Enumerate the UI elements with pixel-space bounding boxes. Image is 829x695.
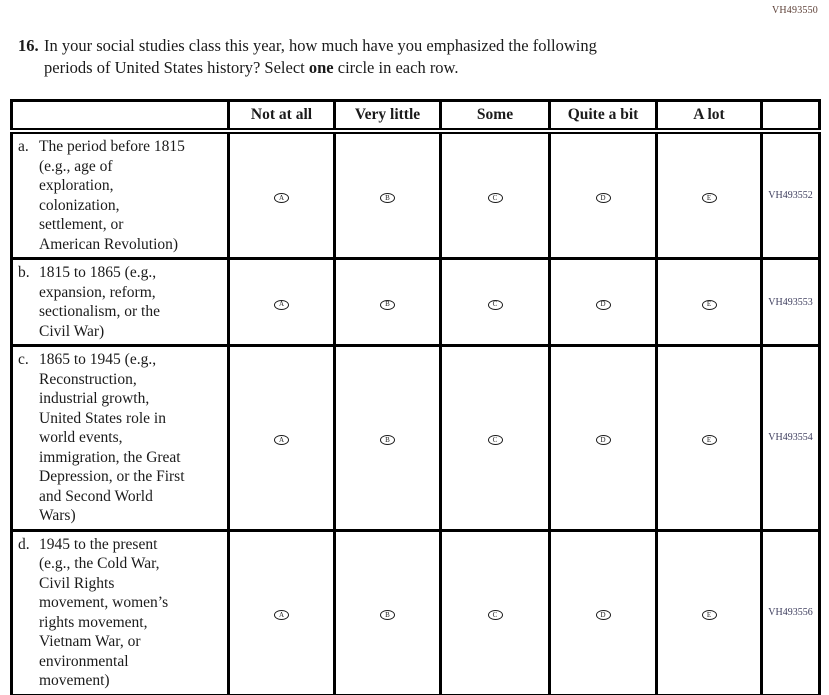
column-header-some: Some: [439, 99, 551, 134]
emphasis-one: one: [308, 58, 334, 77]
answer-bubble-e[interactable]: E: [701, 610, 717, 620]
option-cell-very-little: B: [333, 344, 442, 532]
item-code: VH493553: [760, 257, 821, 347]
answer-bubble-d[interactable]: D: [595, 193, 611, 203]
answer-bubble-c[interactable]: C: [487, 435, 503, 446]
answer-bubble-b[interactable]: B: [380, 610, 395, 620]
answer-bubble-a[interactable]: A: [274, 610, 289, 620]
answer-bubble-e[interactable]: E: [701, 299, 717, 310]
table-row-d: d. 1945 to the present (e.g., the Cold W…: [10, 528, 821, 695]
header-row: Not at all Very little Some Quite a bit …: [10, 99, 821, 134]
option-cell-quite-a-bit: D: [548, 528, 658, 695]
answer-bubble-b[interactable]: B: [380, 299, 395, 310]
item-code: VH493556: [760, 528, 821, 695]
table-row-a: a. The period before 1815 (e.g., age of …: [10, 129, 821, 260]
row-label-cell: a. The period before 1815 (e.g., age of …: [10, 129, 230, 260]
row-letter: c.: [18, 351, 29, 368]
row-letter: d.: [18, 535, 30, 553]
answer-bubble-a[interactable]: A: [274, 193, 289, 203]
option-cell-some: C: [439, 528, 551, 695]
option-cell-a-lot: E: [655, 257, 763, 347]
emphasis-matrix-table: Not at all Very little Some Quite a bit …: [10, 99, 821, 695]
answer-bubble-a[interactable]: A: [274, 435, 289, 446]
question-number: 16.: [18, 36, 39, 55]
table-row-b: b. 1815 to 1865 (e.g., expansion, reform…: [10, 257, 821, 347]
answer-bubble-c[interactable]: C: [487, 299, 503, 310]
answer-bubble-a[interactable]: A: [274, 299, 289, 310]
item-code: VH493552: [760, 129, 821, 260]
column-header-not-at-all: Not at all: [227, 99, 336, 134]
option-cell-some: C: [439, 257, 551, 347]
question-line-1: In your social studies class this year, …: [44, 36, 597, 55]
column-header-a-lot: A lot: [655, 99, 763, 134]
row-label-cell: b. 1815 to 1865 (e.g., expansion, reform…: [10, 257, 230, 347]
option-cell-not-at-all: A: [227, 528, 336, 695]
answer-bubble-c[interactable]: C: [487, 193, 503, 203]
option-cell-very-little: B: [333, 129, 442, 260]
answer-bubble-b[interactable]: B: [380, 193, 395, 203]
form-code: VH493550: [771, 5, 818, 16]
question-16: 16. In your social studies class this ye…: [18, 35, 778, 79]
answer-bubble-d[interactable]: D: [595, 299, 611, 310]
question-line-2: periods of United States history? Select…: [44, 58, 459, 77]
row-label: 1945 to the present (e.g., the Cold War,…: [39, 535, 169, 690]
option-cell-quite-a-bit: D: [548, 257, 658, 347]
table-row-c: c. 1865 to 1945 (e.g., Reconstruction, i…: [10, 344, 821, 532]
row-label: 1815 to 1865 (e.g., expansion, reform, s…: [39, 264, 160, 340]
row-letter: a.: [18, 138, 29, 155]
answer-bubble-c[interactable]: C: [487, 610, 503, 620]
option-cell-some: C: [439, 344, 551, 532]
answer-bubble-b[interactable]: B: [380, 435, 395, 446]
row-label: The period before 1815 (e.g., age of exp…: [39, 138, 185, 253]
option-cell-quite-a-bit: D: [548, 129, 658, 260]
option-cell-a-lot: E: [655, 528, 763, 695]
answer-bubble-e[interactable]: E: [701, 193, 717, 203]
row-label: 1865 to 1945 (e.g., Reconstruction, indu…: [39, 351, 185, 524]
row-label-cell: c. 1865 to 1945 (e.g., Reconstruction, i…: [10, 344, 230, 532]
header-empty-label-col: [10, 99, 230, 134]
item-code: VH493554: [760, 344, 821, 532]
option-cell-quite-a-bit: D: [548, 344, 658, 532]
row-letter: b.: [18, 264, 30, 281]
option-cell-not-at-all: A: [227, 257, 336, 347]
question-text: In your social studies class this year, …: [44, 35, 597, 79]
option-cell-some: C: [439, 129, 551, 260]
option-cell-a-lot: E: [655, 344, 763, 532]
column-header-very-little: Very little: [333, 99, 442, 134]
option-cell-a-lot: E: [655, 129, 763, 260]
answer-bubble-e[interactable]: E: [701, 435, 717, 446]
option-cell-very-little: B: [333, 528, 442, 695]
answer-bubble-d[interactable]: D: [595, 435, 611, 446]
column-header-quite-a-bit: Quite a bit: [548, 99, 658, 134]
option-cell-not-at-all: A: [227, 344, 336, 532]
row-label-cell: d. 1945 to the present (e.g., the Cold W…: [10, 528, 230, 695]
option-cell-not-at-all: A: [227, 129, 336, 260]
header-empty-code-col: [760, 99, 821, 134]
option-cell-very-little: B: [333, 257, 442, 347]
answer-bubble-d[interactable]: D: [595, 610, 611, 620]
